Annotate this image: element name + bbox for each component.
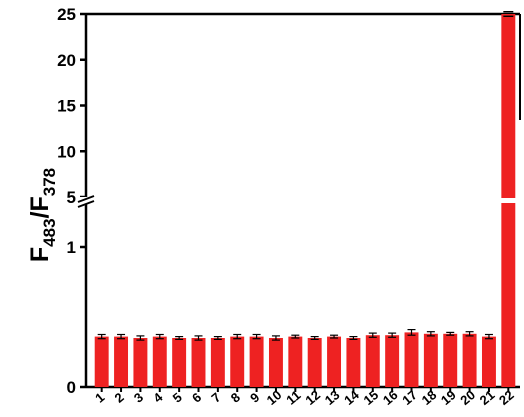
bar-3 <box>133 338 148 387</box>
bar-15 <box>365 335 380 387</box>
axis-break-gap <box>78 197 94 204</box>
bar-12 <box>307 338 322 387</box>
axis-break-marks <box>77 195 95 208</box>
bar-13 <box>327 336 342 387</box>
y-tick-label-10: 10 <box>57 142 76 161</box>
y-tick-label-0: 0 <box>67 378 76 397</box>
x-tick-label-20: 20 <box>457 387 478 408</box>
x-tick-label-18: 18 <box>419 387 440 408</box>
y-axis-title-sub2: 378 <box>40 168 59 196</box>
y-tick-label-5: 5 <box>67 188 76 207</box>
x-tick-label-4: 4 <box>150 389 166 406</box>
x-tick-label-2: 2 <box>112 389 127 405</box>
x-tick-label-7: 7 <box>208 389 223 405</box>
x-tick-label-9: 9 <box>247 389 262 405</box>
bar-break-gap-22 <box>500 198 517 203</box>
axis-break-slash-top <box>77 195 95 203</box>
bar-4 <box>152 336 167 387</box>
bar-2 <box>114 336 129 387</box>
svg-text:F483/F378: F483/F378 <box>26 168 59 262</box>
x-tick-label-5: 5 <box>170 389 185 405</box>
bar-8 <box>230 336 245 387</box>
x-tick-label-17: 17 <box>399 387 420 408</box>
y-tick-label-25: 25 <box>57 5 76 24</box>
x-tick-label-22: 22 <box>496 387 517 408</box>
bar-1 <box>94 336 109 387</box>
x-tick-label-6: 6 <box>189 389 204 405</box>
bar-18 <box>423 333 438 387</box>
y-tick-label-20: 20 <box>57 51 76 70</box>
y-axis-title-sep: /F <box>26 196 54 218</box>
bar-10 <box>268 338 283 387</box>
x-tick-label-12: 12 <box>302 387 323 408</box>
x-tick-label-11: 11 <box>283 387 303 407</box>
bar-20 <box>462 333 477 387</box>
axis-break-slash-bottom <box>77 200 95 208</box>
bar-17 <box>404 332 419 387</box>
x-tick-label-19: 19 <box>438 387 459 408</box>
bar-7 <box>210 338 225 387</box>
y-axis-title: F483/F378 <box>26 168 59 262</box>
y-axis-title-sub1: 483 <box>40 218 59 246</box>
x-tick-label-16: 16 <box>380 387 401 408</box>
bar-21 <box>481 336 496 387</box>
x-tick-label-10: 10 <box>264 387 285 408</box>
x-tick-label-14: 14 <box>341 387 362 408</box>
error-bars <box>97 11 514 341</box>
bar-19 <box>443 333 458 387</box>
bars <box>94 14 517 387</box>
x-tick-label-21: 21 <box>477 387 498 408</box>
x-tick-label-13: 13 <box>322 387 343 408</box>
x-tick-label-1: 1 <box>92 389 107 405</box>
x-tick-label-3: 3 <box>131 389 146 405</box>
x-tick-label-8: 8 <box>228 389 243 405</box>
bar-14 <box>346 338 361 387</box>
bar-11 <box>288 336 303 387</box>
y-tick-label-1: 1 <box>67 238 76 257</box>
y-tick-label-15: 15 <box>57 97 76 116</box>
bar-5 <box>172 338 187 387</box>
x-tick-label-15: 15 <box>361 387 382 408</box>
bar-6 <box>191 338 206 387</box>
bar-16 <box>385 335 400 387</box>
y-axis-title-main: F <box>26 247 54 262</box>
bar-9 <box>249 336 264 387</box>
